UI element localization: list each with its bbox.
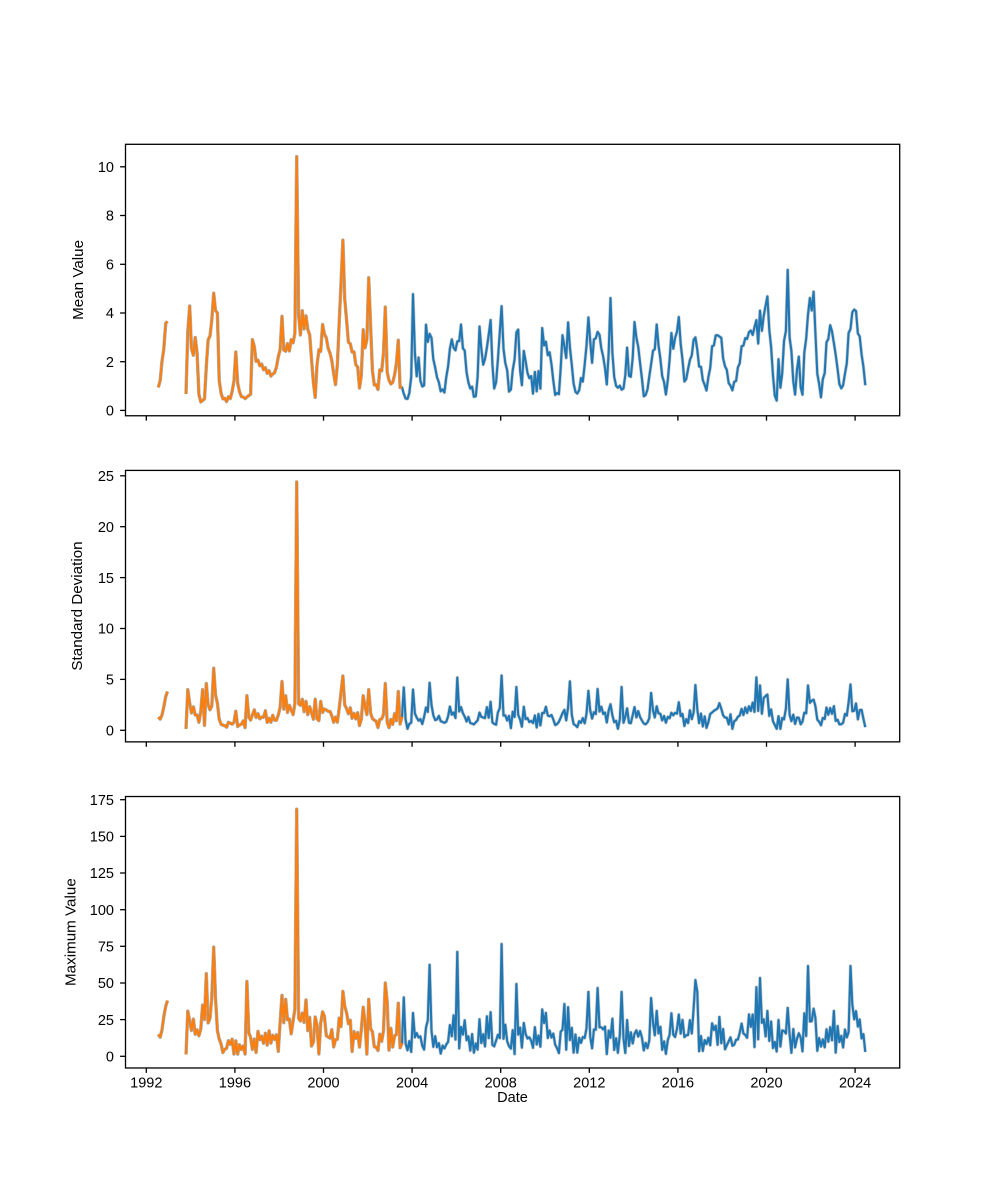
svg-text:15: 15 [98, 571, 114, 587]
svg-text:175: 175 [90, 793, 114, 809]
svg-text:8: 8 [106, 209, 114, 225]
svg-text:2000: 2000 [307, 1076, 339, 1092]
svg-text:6: 6 [106, 258, 114, 274]
svg-text:50: 50 [98, 976, 114, 992]
svg-text:10: 10 [98, 160, 114, 176]
svg-text:25: 25 [98, 1013, 114, 1029]
svg-text:Mean Value: Mean Value [70, 240, 87, 320]
svg-text:0: 0 [106, 404, 114, 420]
svg-text:5: 5 [106, 673, 114, 689]
svg-text:1996: 1996 [219, 1076, 251, 1092]
svg-text:0: 0 [106, 724, 114, 740]
svg-text:Maximum Value: Maximum Value [63, 878, 80, 986]
svg-text:Standard Deviation: Standard Deviation [69, 541, 86, 670]
svg-text:2008: 2008 [485, 1076, 517, 1092]
svg-text:75: 75 [98, 940, 114, 956]
svg-text:2024: 2024 [839, 1076, 871, 1092]
svg-text:2004: 2004 [396, 1076, 428, 1092]
svg-text:2012: 2012 [573, 1076, 605, 1092]
svg-text:2016: 2016 [662, 1076, 694, 1092]
svg-text:20: 20 [98, 520, 114, 536]
svg-text:Date: Date [497, 1090, 528, 1106]
svg-text:0: 0 [106, 1050, 114, 1066]
svg-text:2: 2 [106, 355, 114, 371]
svg-text:150: 150 [90, 830, 114, 846]
svg-text:25: 25 [98, 469, 114, 485]
svg-text:4: 4 [106, 306, 114, 322]
svg-text:2020: 2020 [750, 1076, 782, 1092]
svg-text:100: 100 [90, 903, 114, 919]
svg-text:1992: 1992 [130, 1076, 162, 1092]
svg-text:10: 10 [98, 622, 114, 638]
svg-text:125: 125 [90, 866, 114, 882]
